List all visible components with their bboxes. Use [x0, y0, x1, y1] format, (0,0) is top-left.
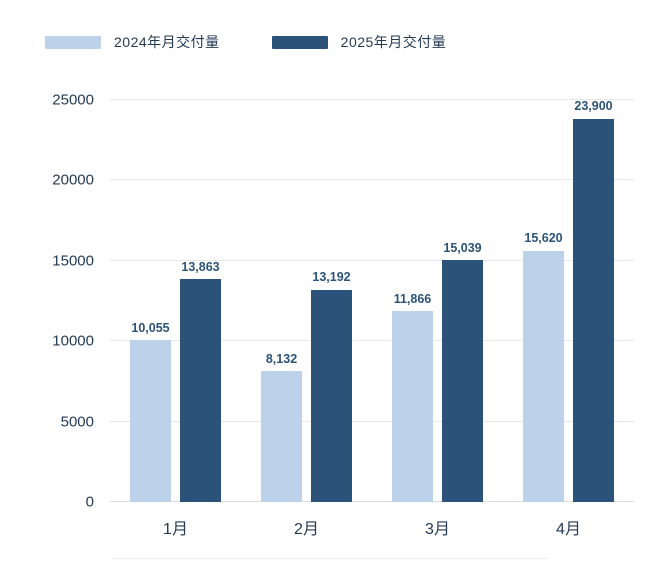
chart-legend: 2024年月交付量 2025年月交付量: [45, 32, 446, 52]
bar-2025年月交付量-4月: 23,900: [573, 100, 614, 502]
bar: [392, 311, 433, 502]
bar-group-3月: 11,866 15,039 3月: [392, 100, 483, 538]
legend-label-2025: 2025年月交付量: [340, 34, 447, 50]
bar: [573, 118, 614, 502]
bottom-divider: [112, 558, 548, 559]
bar: [442, 260, 483, 502]
x-axis-label: 1月: [163, 521, 188, 538]
value-label: 11,866: [393, 291, 432, 306]
gridline: [110, 420, 634, 422]
gridline: [110, 340, 634, 342]
bar-chart-plot-area: 0 5000 10000 15000 20000 25000 10,055 13,863 1月 8…: [52, 93, 634, 538]
x-axis-label: 3月: [425, 521, 450, 538]
y-tick-label: 25000: [52, 91, 94, 109]
legend-swatch-2024: [45, 35, 101, 49]
bar: [180, 279, 221, 502]
bar-groups: 10,055 13,863 1月 8,132 13,192 2月 11,866 15,039 3…: [110, 100, 634, 538]
value-label: 15,620: [524, 231, 563, 246]
bar: [311, 289, 352, 502]
value-label: 23,900: [574, 99, 613, 113]
bar-2025年月交付量-1月: 13,863: [180, 100, 221, 502]
y-tick-label: 15000: [52, 252, 94, 270]
bar-2025年月交付量-2月: 13,192: [311, 100, 352, 502]
value-label: 13,863: [181, 259, 220, 274]
value-label: 10,055: [131, 320, 170, 335]
legend-item-2025: 2025年月交付量: [271, 32, 447, 52]
x-axis-label: 2月: [294, 521, 319, 538]
value-label: 13,192: [312, 270, 351, 285]
bar-group-1月: 10,055 13,863 1月: [130, 100, 221, 538]
bar-2024年月交付量-1月: 10,055: [130, 100, 171, 502]
bar-2024年月交付量-3月: 11,866: [392, 100, 433, 502]
y-tick-label: 10000: [52, 332, 94, 350]
bar: [523, 250, 564, 502]
gridline: [110, 99, 634, 100]
x-axis-label: 4月: [556, 521, 581, 538]
value-label: 15,039: [443, 240, 482, 255]
value-label: 8,132: [265, 351, 298, 366]
gridline: [110, 259, 634, 261]
bar-group-4月: 15,620 23,900 4月: [523, 100, 614, 538]
gridline: [110, 501, 634, 502]
bar-2024年月交付量-4月: 15,620: [523, 100, 564, 502]
bar: [261, 371, 302, 502]
legend-label-2024: 2024年月交付量: [114, 34, 220, 50]
y-tick-label: 0: [85, 493, 94, 511]
bar: [130, 340, 171, 502]
legend-item-2024: 2024年月交付量: [45, 32, 220, 52]
gridline: [110, 179, 634, 181]
y-tick-label: 5000: [60, 413, 94, 431]
y-tick-label: 20000: [52, 171, 94, 189]
bar-2024年月交付量-2月: 8,132: [261, 100, 302, 502]
legend-swatch-2025: [271, 35, 328, 49]
bar-group-2月: 8,132 13,192 2月: [261, 100, 352, 538]
bar-2025年月交付量-3月: 15,039: [442, 100, 483, 502]
